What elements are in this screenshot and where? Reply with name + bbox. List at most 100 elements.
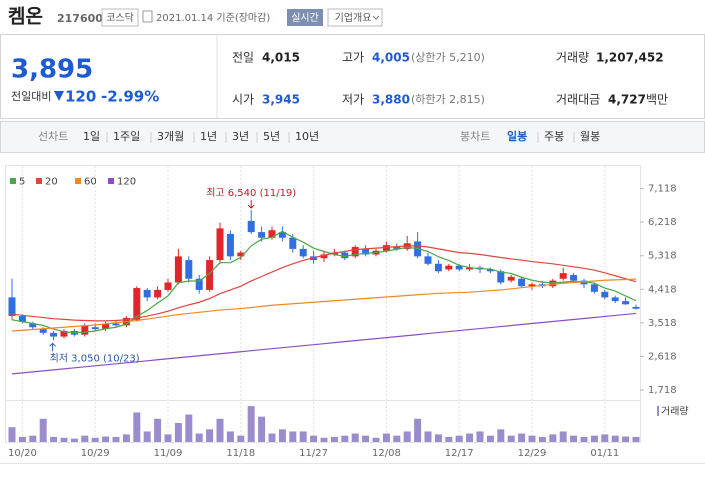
stat-value: 4,005 [372, 51, 410, 65]
y-tick-label: 2,618 [648, 351, 677, 362]
tab-bar [0, 121, 705, 153]
y-tick-label: 7,118 [648, 184, 677, 195]
tab[interactable]: 1주일 [113, 129, 140, 143]
x-tick-label: 11/27 [299, 448, 328, 459]
overview[interactable]: 기업개요 [335, 11, 372, 24]
volume-bar [611, 435, 619, 442]
candle-body [226, 233, 234, 257]
x-tick-label: 01/11 [590, 448, 619, 459]
candle-body [486, 269, 494, 272]
candle-body [185, 260, 193, 279]
stat-unit: 백만 [646, 93, 668, 107]
candle-body [528, 284, 536, 287]
candle-body [164, 282, 172, 290]
stat-label: 고가 [342, 51, 364, 65]
legend-swatch [10, 178, 16, 184]
realtime-badge[interactable] [287, 9, 323, 26]
market: 코스닥 [106, 12, 134, 24]
candle-body [8, 297, 16, 317]
candle-body [507, 276, 515, 281]
candle-body [278, 232, 286, 238]
stat-value: 3,945 [262, 93, 300, 107]
candle-body [195, 278, 203, 290]
volume-bar [154, 418, 162, 442]
realtime[interactable]: 실시간 [291, 12, 319, 24]
candle-body [622, 301, 630, 305]
volume-bar [299, 431, 307, 442]
moving-average [11, 245, 637, 322]
candle-body [81, 325, 89, 335]
candle-body [29, 323, 37, 328]
candle-body [143, 289, 151, 298]
volume-bar [549, 434, 557, 442]
volume-bar [50, 436, 58, 442]
legend-label: 60 [84, 177, 97, 188]
volume-bar [185, 414, 193, 442]
candle-body [237, 252, 245, 257]
volume-bar [18, 436, 26, 442]
candle-body [102, 323, 110, 330]
volume-bar [362, 435, 370, 442]
volume-bar [507, 435, 515, 442]
x-tick-label: 11/09 [154, 448, 183, 459]
candle-body [268, 230, 276, 238]
volume-bar [258, 416, 266, 442]
candle-body [424, 256, 432, 264]
volume-bar [133, 412, 141, 442]
volume-bar [403, 431, 411, 442]
volume-bar [278, 429, 286, 442]
tab[interactable]: 1년 [200, 130, 217, 143]
tab[interactable]: 월봉 [580, 130, 600, 143]
tab[interactable]: 일봉 [507, 129, 527, 143]
candle-body [320, 254, 328, 259]
volume-bar [237, 435, 245, 442]
change: 120 [65, 88, 96, 106]
legend-swatch [36, 178, 42, 184]
candle-body [299, 248, 307, 257]
candle-body [91, 327, 99, 330]
volume-bar [393, 435, 401, 442]
tab[interactable]: 3년 [232, 130, 249, 143]
candle-body [174, 256, 182, 283]
volume-bar [486, 435, 494, 442]
calendar-icon [142, 10, 153, 23]
annotation-arrow [49, 342, 56, 352]
candle-body [50, 332, 58, 337]
tab[interactable]: 주봉 [544, 130, 564, 143]
candle-body [112, 323, 120, 326]
x-tick-label: 12/29 [518, 448, 547, 459]
tab[interactable]: 3개월 [157, 130, 184, 143]
annotation-low: 최저 3,050 (10/23) [50, 352, 140, 364]
volume-bar [112, 436, 120, 442]
overview-button[interactable] [327, 8, 383, 27]
x-tick-label: 10/29 [81, 448, 110, 459]
volume-bar [601, 434, 609, 442]
candle-body [445, 265, 453, 270]
candle-body [466, 267, 474, 270]
volume-bar [559, 431, 567, 442]
candle-body [393, 247, 401, 249]
dropdown-icon [372, 15, 380, 20]
tab[interactable]: 10년 [295, 130, 319, 143]
volume-bar [497, 429, 505, 442]
legend-label: 5 [19, 177, 25, 188]
legend-swatch [108, 178, 114, 184]
stock-code: 217600 [57, 12, 103, 25]
annotation-high: 최고 6,540 (11/19) [206, 187, 296, 199]
market-badge [101, 8, 139, 27]
plot-frame [5, 165, 641, 443]
volume-bar [122, 434, 130, 442]
volume-bar [580, 436, 588, 442]
candle-body [18, 316, 26, 322]
stat-note: (상한가 5,210) [411, 51, 485, 64]
candle-body [39, 329, 47, 333]
change-label: 전일대비 [11, 89, 51, 103]
tab[interactable]: 5년 [263, 130, 280, 143]
stat-value: 1,207,452 [596, 51, 664, 65]
candle-body [154, 289, 162, 298]
volume-bar [247, 406, 255, 442]
x-tick-label: 12/08 [372, 448, 401, 459]
volume-bar [445, 436, 453, 442]
volume-bar [143, 431, 151, 442]
tab[interactable]: 1일 [83, 129, 100, 143]
